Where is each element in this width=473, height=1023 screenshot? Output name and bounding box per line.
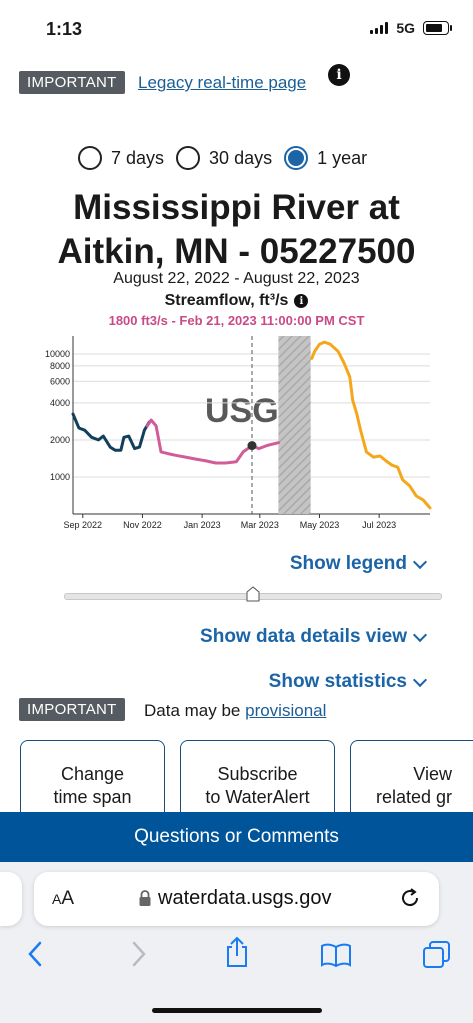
radio-1-year-label[interactable]: 1 year [317, 147, 368, 168]
radio-7-days[interactable] [78, 146, 102, 170]
radio-7-days-label[interactable]: 7 days [111, 147, 165, 168]
subscribe-wateralert-card[interactable]: Subscribe to WaterAlert [180, 740, 335, 825]
cursor-marker [247, 441, 257, 451]
radio-1-year[interactable] [284, 146, 309, 170]
important-badge: IMPORTANT [19, 71, 125, 94]
network-type: 5G [396, 20, 415, 36]
x-tick-label: Mar 2023 [241, 520, 279, 530]
show-data-details-toggle[interactable]: Show data details view [200, 626, 428, 648]
legacy-page-link[interactable]: Legacy real-time page [138, 73, 307, 92]
battery-icon [423, 21, 452, 35]
parameter-info-icon[interactable]: i [294, 294, 309, 308]
y-tick-label: 8000 [50, 361, 70, 371]
x-tick-label: Jul 2023 [362, 520, 396, 530]
bookmarks-icon[interactable] [320, 942, 352, 968]
reload-icon[interactable] [400, 886, 422, 910]
title-line-2: Aitkin, MN - 05227500 [57, 232, 416, 271]
change-time-span-card[interactable]: Change time span [20, 740, 165, 825]
page-title: Mississippi River at Aitkin, MN - 052275… [0, 186, 473, 274]
show-statistics-label: Show statistics [268, 671, 407, 692]
time-brush-handle[interactable] [246, 586, 260, 602]
date-range: August 22, 2022 - August 22, 2023 [113, 270, 360, 287]
parameter-label: Streamflow, ft³/s i [0, 292, 473, 310]
forward-icon[interactable] [128, 940, 148, 968]
signal-icon [370, 22, 389, 34]
chevron-down-icon [412, 554, 428, 569]
card-line-1: Subscribe [217, 764, 298, 784]
questions-comments-bar[interactable]: Questions or Comments [0, 812, 473, 862]
tabs-icon[interactable] [422, 940, 452, 970]
provisional-link[interactable]: provisional [245, 701, 327, 720]
back-icon[interactable] [26, 940, 46, 968]
previous-tab-peek[interactable] [0, 872, 22, 926]
y-tick-label: 10000 [45, 349, 70, 359]
y-tick-label: 6000 [50, 376, 70, 386]
info-icon[interactable]: i [328, 64, 350, 86]
show-data-details-label: Show data details view [200, 626, 407, 647]
y-tick-label: 4000 [50, 398, 70, 408]
status-time: 1:13 [46, 19, 83, 39]
card-line-2: time span [53, 787, 132, 807]
home-indicator [152, 1008, 322, 1013]
provisional-notice: Data may be provisional [144, 701, 326, 721]
card-line-2: to WaterAlert [205, 787, 310, 807]
address-bar[interactable] [34, 872, 439, 926]
series-line-3 [310, 340, 432, 510]
show-legend-label: Show legend [289, 553, 407, 574]
radio-30-days-label[interactable]: 30 days [209, 147, 273, 168]
aa-small: A [52, 891, 62, 907]
status-icons: 5G [370, 20, 452, 36]
reader-text-size-button[interactable]: AA [52, 888, 74, 910]
time-span-options: 7 days 30 days 1 year [78, 146, 379, 170]
radio-30-days[interactable] [176, 146, 201, 170]
chevron-down-icon [412, 627, 428, 642]
title-line-1: Mississippi River at [73, 188, 400, 227]
questions-comments-label: Questions or Comments [134, 826, 339, 847]
important-badge-provisional: IMPORTANT [19, 698, 125, 721]
x-tick-label: Jan 2023 [184, 520, 221, 530]
series-line-1 [71, 412, 151, 452]
show-legend-toggle[interactable]: Show legend [289, 553, 428, 575]
card-line-2: related gr [375, 787, 452, 807]
card-line-1: Change [60, 764, 125, 784]
lock-icon [139, 890, 151, 906]
parameter-name: Streamflow, ft³/s [164, 292, 289, 309]
url-text[interactable]: waterdata.usgs.gov [158, 887, 332, 909]
share-icon[interactable] [224, 936, 250, 968]
provisional-text: Data may be [144, 701, 246, 720]
y-tick-label: 1000 [50, 472, 70, 482]
aa-large: A [61, 888, 75, 909]
x-tick-label: Sep 2022 [64, 520, 103, 530]
x-tick-label: May 2023 [300, 520, 340, 530]
card-line-1: View [413, 764, 452, 784]
hover-tooltip: 1800 ft3/s - Feb 21, 2023 11:00:00 PM CS… [108, 313, 365, 328]
show-statistics-toggle[interactable]: Show statistics [268, 671, 428, 693]
x-tick-label: Nov 2022 [123, 520, 162, 530]
chevron-down-icon [412, 672, 428, 687]
y-tick-label: 2000 [50, 435, 70, 445]
data-gap-shading [278, 336, 311, 514]
